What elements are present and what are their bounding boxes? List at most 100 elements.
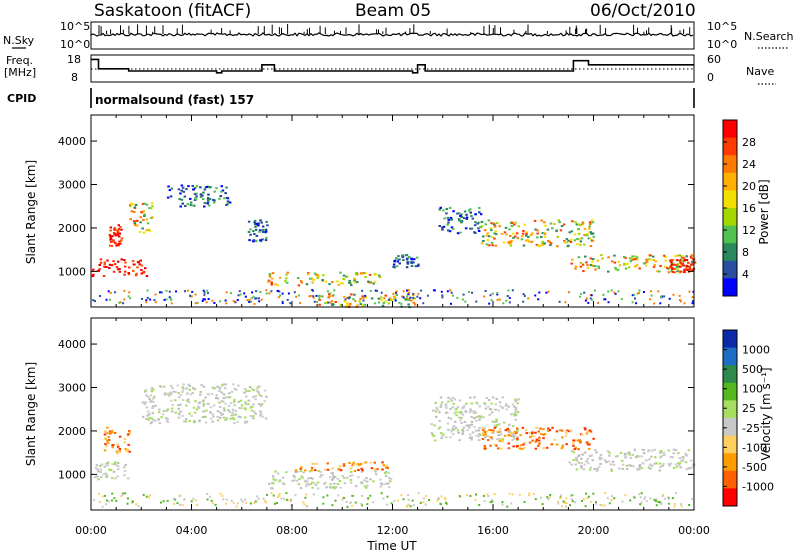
range-cell: [245, 390, 248, 392]
velocity-cbar-swatch: [723, 382, 737, 401]
range-cell: [514, 408, 518, 411]
range-cell: [440, 495, 443, 498]
range-cell: [482, 494, 485, 497]
range-cell: [633, 293, 636, 296]
range-cell: [349, 501, 352, 504]
range-cell: [549, 242, 553, 245]
range-cell: [398, 258, 401, 261]
range-cell: [342, 464, 346, 467]
range-cell: [539, 427, 542, 430]
range-cell: [148, 398, 151, 401]
range-cell: [681, 255, 684, 258]
range-cell: [255, 222, 259, 225]
range-cell: [196, 301, 199, 304]
range-cell: [106, 441, 110, 444]
range-cell: [133, 211, 136, 213]
range-cell: [152, 405, 155, 408]
range-cell: [490, 436, 493, 439]
range-cell: [257, 497, 260, 500]
range-cell: [143, 213, 146, 216]
range-cell: [104, 443, 107, 446]
range-cell: [118, 450, 121, 453]
range-cell: [166, 196, 170, 199]
range-cell: [503, 231, 507, 234]
range-cell: [359, 297, 362, 300]
range-cell: [583, 291, 586, 294]
range-cell: [113, 432, 117, 434]
range-cell: [671, 456, 675, 459]
range-cell: [104, 472, 107, 475]
range-cell: [243, 407, 247, 410]
range-cell: [467, 209, 471, 212]
range-cell: [513, 430, 517, 433]
range-cell: [411, 499, 414, 502]
range-cell: [198, 401, 202, 404]
range-cell: [266, 493, 268, 496]
range-cell: [579, 261, 583, 264]
range-cell: [211, 299, 214, 302]
range-cell: [270, 281, 273, 284]
nsky-tick-top: 10^5: [60, 20, 90, 33]
range-cell: [648, 254, 652, 257]
range-cell: [448, 230, 452, 233]
range-cell: [691, 260, 694, 263]
range-cell: [287, 292, 290, 295]
range-cell: [441, 434, 444, 437]
range-cell: [604, 492, 606, 494]
range-cell: [410, 257, 413, 260]
x-tick-label: 12:00: [377, 524, 409, 537]
range-cell: [623, 262, 626, 265]
range-cell: [624, 454, 627, 456]
range-cell: [480, 220, 484, 223]
range-cell: [504, 404, 508, 407]
range-cell: [92, 273, 95, 276]
range-cell: [571, 220, 574, 223]
range-cell: [497, 438, 500, 441]
range-cell: [247, 231, 251, 233]
velocity-cbar-swatch: [723, 470, 737, 489]
range-cell: [461, 298, 464, 301]
range-cell: [145, 406, 149, 409]
range-cell: [493, 237, 496, 240]
range-cell: [538, 291, 541, 294]
range-cell: [666, 267, 669, 269]
range-cell: [136, 219, 139, 222]
range-cell: [570, 463, 573, 466]
range-cell: [150, 400, 153, 402]
range-cell: [352, 461, 355, 464]
range-cell: [515, 232, 519, 235]
range-cell: [685, 255, 688, 258]
range-cell: [112, 232, 116, 234]
y-tick-label: 3000: [58, 179, 86, 192]
range-cell: [135, 272, 138, 275]
range-cell: [249, 228, 252, 231]
range-cell: [157, 418, 160, 421]
range-cell: [435, 407, 438, 410]
range-cell: [599, 454, 603, 456]
range-cell: [342, 278, 345, 280]
range-cell: [477, 438, 481, 441]
range-cell: [506, 427, 510, 430]
range-cell: [189, 197, 192, 200]
range-cell: [112, 260, 115, 263]
range-cell: [495, 397, 499, 400]
range-cell: [213, 201, 216, 204]
range-cell: [672, 448, 676, 451]
range-cell: [541, 503, 544, 506]
range-cell: [260, 395, 263, 398]
range-cell: [387, 302, 391, 305]
range-cell: [353, 293, 356, 296]
range-cell: [299, 280, 303, 283]
range-cell: [672, 452, 675, 455]
range-cell: [509, 244, 512, 247]
range-cell: [402, 296, 405, 299]
range-cell: [387, 486, 391, 489]
range-cell: [684, 452, 687, 455]
range-cell: [633, 255, 637, 258]
range-cell: [225, 203, 228, 206]
range-cell: [617, 290, 620, 293]
velocity-cbar-tick-label: -1000: [742, 480, 774, 493]
range-cell: [553, 223, 556, 225]
range-cell: [654, 462, 658, 465]
